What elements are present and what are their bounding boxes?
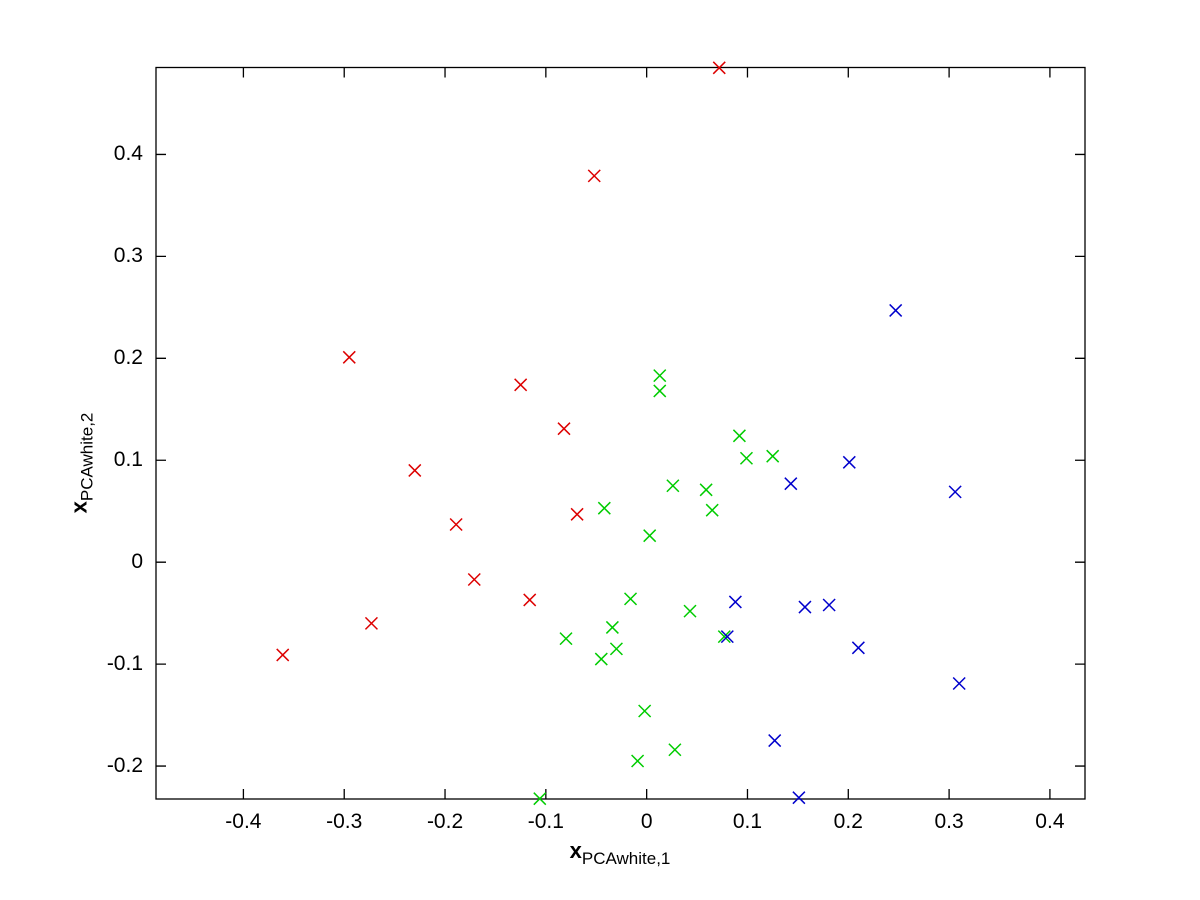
data-point-marker — [717, 630, 731, 644]
series-blue-class — [720, 303, 966, 805]
data-point-marker — [342, 350, 356, 364]
data-point-marker — [364, 616, 378, 630]
data-point-marker — [557, 422, 571, 436]
data-point-marker — [851, 641, 865, 655]
data-point-marker — [798, 600, 812, 614]
y-tick-label: -0.2 — [106, 754, 143, 778]
data-point-marker — [276, 648, 290, 662]
y-tick-label: 0.3 — [113, 244, 143, 268]
data-point-marker — [720, 630, 734, 644]
data-point-marker — [653, 369, 667, 383]
y-tick-label: 0.2 — [113, 346, 143, 370]
data-point-marker — [523, 593, 537, 607]
x-tick-label: -0.4 — [225, 810, 262, 833]
data-point-marker — [514, 378, 528, 392]
x-tick-label: -0.3 — [326, 810, 363, 833]
data-point-marker — [666, 479, 680, 493]
data-point-marker — [631, 754, 645, 768]
x-tick-label: 0 — [640, 810, 653, 833]
data-point-marker — [597, 501, 611, 515]
data-point-marker — [653, 384, 667, 398]
data-point-marker — [594, 652, 608, 666]
data-point-marker — [533, 792, 547, 806]
data-point-marker — [683, 604, 697, 618]
data-point-marker — [668, 743, 682, 757]
data-point-marker — [712, 61, 726, 75]
data-point-marker — [948, 485, 962, 499]
data-point-marker — [570, 507, 584, 521]
data-point-marker — [638, 704, 652, 718]
axis-ticks — [156, 67, 1085, 799]
y-tick-label: 0 — [131, 550, 143, 574]
series-green-class — [533, 369, 780, 806]
x-axis-label: xPCAwhite,1 — [570, 838, 671, 869]
data-point-marker — [732, 429, 746, 443]
data-point-marker — [609, 642, 623, 656]
data-point-marker — [587, 169, 601, 183]
data-point-marker — [842, 455, 856, 469]
data-point-marker — [624, 592, 638, 606]
x-axis-label-subscript: PCAwhite,1 — [581, 849, 671, 868]
data-point-marker — [766, 449, 780, 463]
y-axis-label-subscript: PCAwhite,2 — [77, 412, 97, 502]
data-point-marker — [467, 572, 481, 587]
axes-box — [155, 66, 1086, 800]
data-point-marker — [705, 503, 719, 517]
data-point-marker — [449, 517, 463, 532]
data-point-marker — [728, 595, 742, 609]
data-point-marker — [792, 791, 806, 805]
x-tick-label: -0.1 — [527, 810, 564, 833]
data-point-marker — [408, 463, 422, 477]
y-tick-label: -0.1 — [106, 652, 143, 676]
data-point-marker — [822, 598, 836, 612]
x-tick-label: 0.4 — [1035, 810, 1065, 833]
x-tick-label: 0.1 — [732, 810, 763, 833]
x-tick-label: 0.2 — [833, 810, 863, 833]
y-tick-label: 0.1 — [113, 448, 143, 472]
data-point-marker — [739, 451, 753, 465]
y-tick-label: 0.4 — [113, 142, 143, 166]
data-point-marker — [768, 734, 782, 748]
data-point-marker — [605, 620, 619, 634]
x-axis-label-base: x — [569, 838, 582, 863]
x-tick-label: -0.2 — [426, 810, 464, 833]
data-point-marker — [952, 676, 966, 691]
y-axis-label-base: x — [66, 501, 92, 514]
data-point-marker — [889, 303, 903, 317]
x-tick-label: 0.3 — [934, 810, 964, 833]
data-point-marker — [559, 632, 573, 646]
data-point-marker — [643, 529, 657, 543]
y-axis-label: xPCAwhite,2 — [67, 413, 98, 514]
data-point-marker — [784, 477, 798, 491]
data-point-marker — [699, 483, 713, 497]
series-red-class — [276, 61, 726, 662]
